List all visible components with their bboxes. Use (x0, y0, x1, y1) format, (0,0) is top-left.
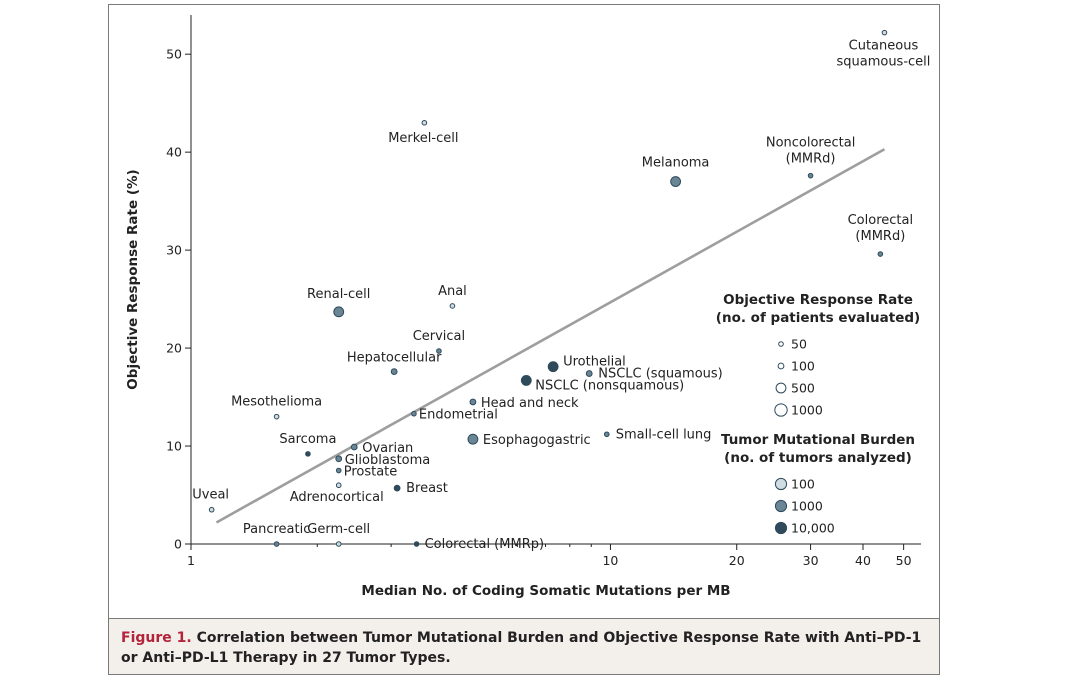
point-renal-cell (333, 306, 345, 318)
y-tick-label: 50 (166, 47, 182, 62)
color-legend-swatch-1000 (774, 499, 788, 513)
point-prostate (335, 467, 342, 474)
y-tick-label: 20 (166, 341, 182, 356)
x-tick-label: 10 (602, 553, 618, 568)
point-label-ovarian: Ovarian (362, 441, 413, 456)
point-label-hepatocellular: Hepatocellular (347, 351, 442, 366)
point-anal (449, 303, 456, 309)
size-legend-subtitle: (no. of patients evaluated) (716, 310, 920, 326)
point-label-head-and-neck: Head and neck (481, 396, 579, 411)
color-legend-label: 10,000 (791, 521, 835, 536)
point-ovarian (350, 443, 358, 451)
point-nsclc-squamous (585, 370, 593, 377)
size-legend-circle-1000 (774, 403, 788, 417)
point-glioblastoma (335, 455, 343, 463)
point-label-germ-cell: Germ-cell (307, 522, 370, 537)
point-label-cutaneous-squamous-cell: squamous-cell (836, 55, 930, 70)
size-legend-label: 100 (791, 359, 815, 374)
y-tick-label: 40 (166, 145, 182, 160)
point-label-sarcoma: Sarcoma (279, 432, 336, 447)
x-tick-label: 40 (855, 553, 871, 568)
point-label-merkel-cell: Merkel-cell (388, 131, 458, 146)
point-label-anal: Anal (438, 284, 467, 299)
point-sarcoma (305, 451, 311, 457)
point-pancreatic (273, 541, 280, 547)
caption-text: Correlation between Tumor Mutational Bur… (121, 630, 922, 666)
point-label-nsclc-squamous: NSCLC (squamous) (598, 367, 723, 382)
size-legend-label: 500 (791, 381, 815, 396)
size-legend-label: 1000 (791, 403, 823, 418)
color-legend-subtitle: (no. of tumors analyzed) (724, 450, 912, 466)
x-tick-label: 20 (729, 553, 745, 568)
point-label-colorectal-mmrd: (MMRd) (855, 229, 905, 244)
point-label-pancreatic: Pancreatic (243, 522, 311, 537)
point-label-glioblastoma: Glioblastoma (345, 453, 431, 468)
point-adrenocortical (335, 482, 342, 489)
point-label-melanoma: Melanoma (642, 156, 710, 171)
point-noncolorectal-mmrd (807, 172, 814, 179)
point-melanoma (670, 176, 682, 187)
point-label-endometrial: Endometrial (419, 408, 498, 423)
x-tick-label: 1 (187, 553, 195, 568)
point-cervical (436, 348, 442, 354)
point-breast (393, 484, 401, 492)
point-mesothelioma (273, 413, 280, 420)
point-label-cervical: Cervical (413, 329, 465, 344)
point-label-adrenocortical: Adrenocortical (290, 490, 384, 505)
point-label-esophagogastric: Esophagogastric (483, 433, 591, 448)
point-cutaneous-squamous-cell (881, 29, 888, 36)
point-label-uveal: Uveal (192, 488, 229, 503)
point-hepatocellular (390, 368, 398, 375)
y-axis-title: Objective Response Rate (%) (125, 169, 141, 389)
color-legend-swatch-100 (774, 477, 788, 491)
size-legend-circle-100 (777, 362, 785, 370)
color-legend-label: 100 (791, 477, 815, 492)
y-tick-label: 10 (166, 439, 182, 454)
point-colorectal-mmrd (877, 251, 884, 257)
point-label-colorectal-mmrp: Colorectal (MMRp) (425, 537, 544, 552)
point-label-prostate: Prostate (344, 465, 398, 480)
point-label-noncolorectal-mmrd: (MMRd) (786, 152, 836, 167)
trend-line (215, 148, 886, 524)
color-legend-swatch-10-000 (774, 521, 788, 535)
size-legend-title: Objective Response Rate (723, 292, 913, 308)
point-germ-cell (335, 541, 342, 547)
point-head-and-neck (469, 398, 477, 406)
color-legend-title: Tumor Mutational Burden (721, 432, 915, 448)
y-tick-label: 0 (174, 537, 182, 552)
point-esophagogastric (467, 433, 479, 445)
point-small-cell-lung (603, 431, 610, 438)
figure-caption: Figure 1. Correlation between Tumor Muta… (109, 618, 939, 674)
point-colorectal-mmrp (413, 541, 420, 547)
point-label-cutaneous-squamous-cell: Cutaneous (849, 39, 919, 54)
size-legend-circle-50 (778, 341, 784, 347)
caption-label: Figure 1. (121, 630, 192, 646)
x-tick-label: 50 (896, 553, 912, 568)
x-tick-label: 30 (803, 553, 819, 568)
point-label-urothelial: Urothelial (563, 355, 626, 370)
size-legend-circle-500 (775, 382, 787, 394)
point-label-colorectal-mmrd: Colorectal (848, 213, 913, 228)
y-tick-label: 30 (166, 243, 182, 258)
figure-frame: 0 10 20 30 40 50 1 10 20 30 40 50 Median No. of Codi… (108, 4, 940, 675)
point-merkel-cell (421, 119, 428, 126)
point-label-nsclc-nonsquamous: NSCLC (nonsquamous) (535, 378, 684, 393)
x-axis-title: Median No. of Coding Somatic Mutations p… (361, 583, 730, 599)
point-endometrial (411, 410, 417, 417)
point-label-small-cell-lung: Small-cell lung (616, 427, 712, 442)
scatter-chart: 0 10 20 30 40 50 1 10 20 30 40 50 Median No. of Codi… (125, 15, 930, 599)
point-label-renal-cell: Renal-cell (307, 287, 370, 302)
point-uveal (208, 506, 215, 513)
point-nsclc-nonsquamous (520, 374, 532, 386)
point-urothelial (547, 361, 559, 373)
point-label-mesothelioma: Mesothelioma (231, 395, 322, 410)
size-legend-label: 50 (791, 337, 807, 352)
color-legend-label: 1000 (791, 499, 823, 514)
point-label-noncolorectal-mmrd: Noncolorectal (766, 136, 855, 151)
point-label-breast: Breast (406, 481, 448, 496)
